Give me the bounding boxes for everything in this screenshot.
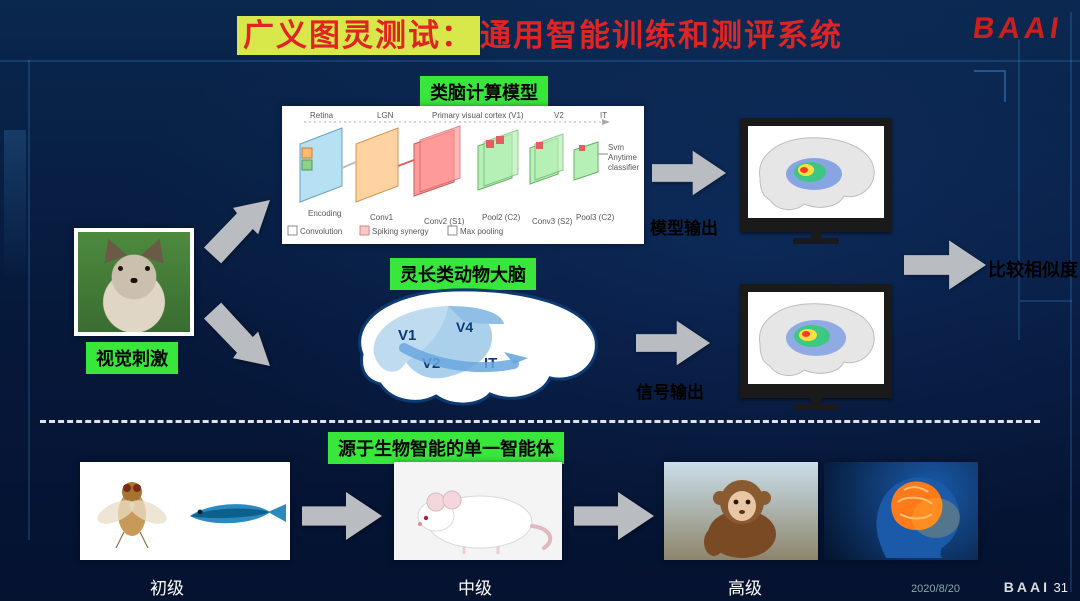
branch1-label: 类脑计算模型 [420, 76, 548, 108]
puppy-icon [78, 232, 190, 332]
frame-line [1018, 40, 1020, 340]
svg-text:Max pooling: Max pooling [460, 227, 503, 236]
brain-heatmap-icon [748, 292, 884, 384]
input-label: 视觉刺激 [86, 342, 178, 374]
stage3-card-human [824, 462, 978, 560]
stage1-card [80, 462, 290, 560]
page-number: 31 [1054, 580, 1068, 595]
svg-text:Svm: Svm [608, 143, 624, 152]
branch1-output-label: 模型输出 [650, 214, 718, 239]
section-divider [40, 420, 1040, 423]
cnn-diagram: Retina LGN Primary visual cortex (V1) V2… [282, 106, 644, 244]
arrow-icon [652, 150, 726, 196]
svg-text:Conv1: Conv1 [370, 213, 394, 222]
arrow-icon [636, 320, 710, 366]
logo-top: BAAI [973, 12, 1062, 46]
svg-text:Spiking synergy: Spiking synergy [372, 227, 428, 236]
arrow-icon [302, 492, 382, 540]
footer-date: 2020/8/20 [911, 583, 960, 595]
title-rest: 通用智能训练和测评系统 [480, 18, 843, 53]
frame-line [0, 60, 1080, 62]
branch2-output-label: 信号输出 [636, 378, 704, 403]
frame-line [28, 60, 30, 540]
slide-stage: 广义图灵测试：通用智能训练和测评系统 BAAI 视觉刺激 类脑计算模型 Reti… [0, 0, 1080, 601]
svg-text:Conv3 (S2): Conv3 (S2) [532, 217, 573, 226]
frame-line [1020, 300, 1072, 302]
slide-title: 广义图灵测试：通用智能训练和测评系统 [0, 10, 1080, 55]
signal-output-monitor [740, 284, 892, 398]
brain-heatmap-icon [748, 126, 884, 218]
arrow-icon [574, 492, 654, 540]
lower-title: 源于生物智能的单一智能体 [328, 432, 564, 464]
stage3-card-monkey [664, 462, 818, 560]
svg-text:Pool3 (C2): Pool3 (C2) [576, 213, 615, 222]
svg-text:Pool2 (C2): Pool2 (C2) [482, 213, 521, 222]
model-output-monitor [740, 118, 892, 232]
svg-text:V1: V1 [398, 327, 416, 344]
svg-text:classifier: classifier [608, 163, 639, 172]
svg-text:Anytime: Anytime [608, 153, 637, 162]
svg-text:V4: V4 [456, 319, 473, 335]
svg-text:Retina: Retina [310, 111, 334, 120]
svg-text:Encoding: Encoding [308, 209, 341, 218]
svg-text:LGN: LGN [377, 111, 394, 120]
svg-text:IT: IT [600, 111, 607, 120]
svg-text:Primary visual cortex (V1): Primary visual cortex (V1) [432, 111, 524, 120]
frame-block [4, 130, 26, 280]
input-image-card [74, 228, 194, 336]
brain-outline-diagram: V1 V2 V4 IT [344, 284, 604, 410]
frame-line [1070, 12, 1072, 592]
svg-text:Convolution: Convolution [300, 227, 342, 236]
svg-text:Conv2 (S1): Conv2 (S1) [424, 217, 465, 226]
compare-label: 比较相似度 [988, 256, 1078, 282]
stage3-label: 高级 [728, 574, 762, 599]
stage2-label: 中级 [458, 574, 492, 599]
arrow-icon [198, 200, 276, 266]
logo-bottom: BAAI [1004, 579, 1050, 595]
stage1-label: 初级 [150, 574, 184, 599]
arrow-icon [904, 240, 986, 290]
arrow-icon [198, 300, 276, 366]
stage2-card [394, 462, 562, 560]
svg-text:V2: V2 [554, 111, 564, 120]
title-highlight: 广义图灵测试： [237, 16, 480, 55]
frame-corner [974, 70, 1006, 102]
